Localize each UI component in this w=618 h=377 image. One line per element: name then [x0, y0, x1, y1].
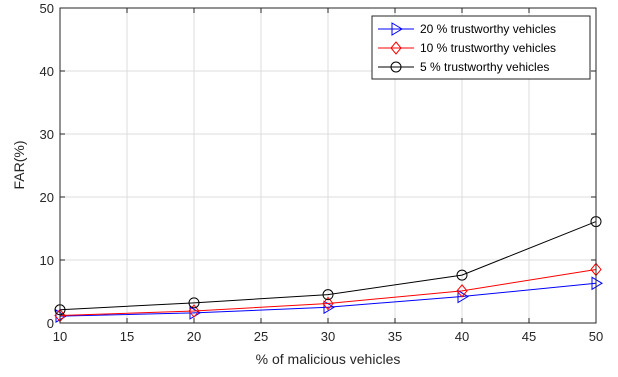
- legend-entry: 10 % trustworthy vehicles: [378, 41, 556, 55]
- legend-label: 20 % trustworthy vehicles: [420, 22, 556, 36]
- series-layer: [54, 216, 603, 323]
- legend-marker: [390, 61, 402, 73]
- x-tick-label: 45: [522, 329, 536, 344]
- legend-entry: 20 % trustworthy vehicles: [378, 22, 556, 36]
- x-tick-label: 35: [388, 329, 402, 344]
- legend-label: 10 % trustworthy vehicles: [420, 41, 556, 55]
- legend-marker: [391, 22, 403, 36]
- legend-label: 5 % trustworthy vehicles: [420, 60, 549, 74]
- y-tick-label: 30: [40, 127, 54, 142]
- data-point: [188, 304, 200, 318]
- data-point: [188, 297, 200, 309]
- legend-marker: [390, 41, 402, 55]
- tick-marks: [59, 7, 597, 324]
- data-point: [456, 284, 468, 298]
- x-tick-label: 10: [53, 329, 67, 344]
- data-point: [322, 296, 334, 311]
- x-tick-label: 40: [455, 329, 469, 344]
- y-axis-label: FAR(%): [11, 141, 27, 190]
- data-point: [457, 289, 469, 304]
- y-tick-label: 40: [40, 64, 54, 79]
- x-tick-label: 30: [321, 329, 335, 344]
- data-point: [591, 276, 603, 291]
- x-tick-label: 15: [120, 329, 134, 344]
- legend: 20 % trustworthy vehicles 10 % trustworth…: [371, 15, 591, 80]
- x-axis-label: % of malicious vehicles: [256, 351, 401, 367]
- x-tick-labels: 10 15 20 25 30 35 40 45 50: [53, 329, 603, 344]
- y-tick-labels: 0 10 20 30 40 50: [40, 1, 54, 331]
- legend-entry: 5 % trustworthy vehicles: [378, 60, 549, 74]
- data-point: [456, 269, 468, 281]
- series-line: [59, 268, 597, 316]
- x-tick-label: 25: [254, 329, 268, 344]
- y-tick-label: 50: [40, 1, 54, 16]
- data-point: [322, 289, 334, 301]
- x-tick-label: 20: [187, 329, 201, 344]
- series-line: [59, 221, 597, 311]
- y-tick-label: 20: [40, 190, 54, 205]
- y-tick-label: 0: [47, 316, 54, 331]
- data-point: [323, 300, 335, 315]
- series-line: [59, 282, 597, 317]
- y-tick-label: 10: [40, 253, 54, 268]
- x-tick-label: 50: [589, 329, 603, 344]
